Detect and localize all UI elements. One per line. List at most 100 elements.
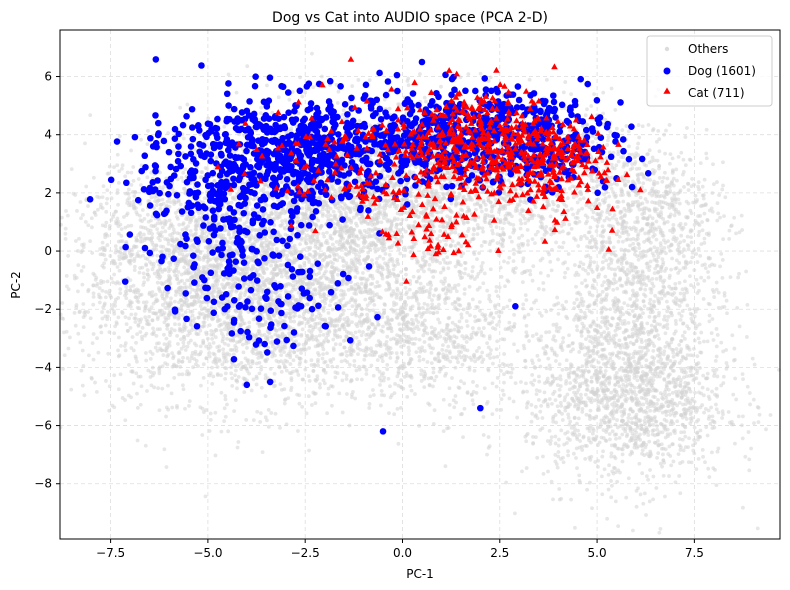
others-point [134,340,138,345]
others-point [310,233,315,237]
others-point [339,352,344,357]
others-point [299,333,304,338]
others-point [369,243,374,248]
others-point [177,326,182,331]
others-point [414,280,419,284]
others-point [112,311,117,316]
others-point [234,289,239,294]
others-point [353,256,358,261]
others-point [283,273,288,277]
others-point [211,351,216,356]
others-point [310,51,314,56]
others-point [225,402,229,407]
others-point [81,315,86,320]
others-point [182,281,187,286]
others-point [278,425,282,430]
others-point [119,343,123,348]
others-point [179,308,184,313]
others-point [266,408,271,412]
others-point [343,292,347,297]
others-point [400,201,404,206]
others-point [104,379,108,383]
others-point [431,224,436,229]
others-point [393,382,398,386]
others-point [143,304,148,309]
others-point [399,239,404,243]
others-point [266,330,271,335]
others-point [393,264,397,268]
others-point [344,228,349,233]
others-point [466,226,471,231]
others-point [67,335,72,340]
others-point [180,359,184,364]
others-point [233,308,238,313]
others-point [330,307,335,312]
others-point [337,233,342,238]
others-point [199,170,204,174]
others-point [272,347,277,352]
others-point [471,232,476,237]
others-point [235,379,240,384]
others-point [208,371,213,376]
others-point [111,280,115,285]
others-point [161,312,165,317]
others-point [190,313,195,318]
others-point [336,268,341,273]
others-point [316,363,320,368]
others-point [116,296,121,300]
others-point [365,277,370,282]
others-point [91,291,96,296]
others-point [332,269,337,273]
others-point [219,390,224,395]
others-point [177,372,181,377]
others-point [164,336,169,341]
others-point [318,382,322,387]
others-point [328,303,332,308]
others-point [396,102,400,107]
series-others [58,51,781,535]
others-point [172,299,177,304]
others-point [155,227,160,232]
others-point [222,124,227,129]
others-point [438,239,443,244]
others-point [349,258,354,263]
others-point [375,358,380,363]
others-point [518,226,523,231]
others-point [295,392,300,397]
others-point [127,316,131,321]
others-point [260,450,265,455]
others-point [129,369,134,374]
others-point [183,167,188,172]
others-point [372,303,377,307]
others-point [257,371,262,376]
others-point [477,326,481,331]
others-point [179,346,184,351]
others-point [353,275,358,279]
others-point [471,250,476,255]
others-point [289,301,294,306]
others-point [302,348,306,352]
others-point [350,304,355,309]
others-point [291,369,295,374]
others-point [270,247,275,251]
others-point [86,287,91,292]
others-point [315,338,320,343]
others-point [194,358,199,363]
others-point [160,282,165,287]
others-point [120,311,125,315]
others-point [385,218,390,222]
others-point [160,292,165,296]
others-point [329,183,334,188]
others-point [305,302,310,307]
others-point [335,333,340,338]
others-point [408,250,413,254]
others-point [273,383,277,388]
others-point [222,406,227,411]
others-point [282,398,287,402]
others-point [331,346,336,351]
others-point [484,207,489,212]
others-point [400,217,405,222]
others-point [369,321,374,326]
others-point [277,364,282,369]
others-point [354,303,359,308]
